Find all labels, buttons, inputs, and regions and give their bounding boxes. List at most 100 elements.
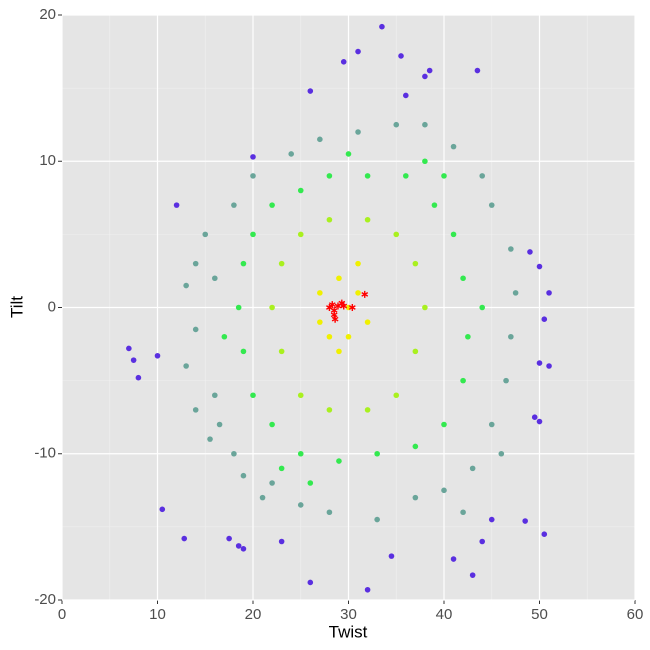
point bbox=[398, 53, 404, 59]
point bbox=[317, 290, 323, 296]
point bbox=[278, 348, 285, 355]
point bbox=[250, 392, 256, 399]
point bbox=[412, 443, 419, 450]
y-tick-label: 10 bbox=[39, 152, 56, 169]
point bbox=[192, 326, 199, 333]
point bbox=[422, 304, 428, 311]
point bbox=[173, 202, 180, 208]
point bbox=[536, 360, 543, 366]
point bbox=[403, 92, 409, 99]
point bbox=[364, 586, 371, 593]
point bbox=[192, 260, 199, 267]
point bbox=[426, 67, 433, 74]
point bbox=[393, 231, 400, 238]
point bbox=[216, 421, 223, 428]
point bbox=[460, 377, 466, 384]
point bbox=[240, 546, 247, 552]
point bbox=[469, 572, 476, 578]
point bbox=[512, 290, 519, 296]
point bbox=[250, 154, 256, 160]
point bbox=[355, 48, 361, 55]
point bbox=[479, 538, 486, 545]
point bbox=[278, 538, 285, 545]
point bbox=[355, 260, 361, 267]
point bbox=[498, 450, 505, 457]
point bbox=[340, 59, 347, 65]
point bbox=[297, 231, 304, 238]
x-tick-label: 0 bbox=[58, 606, 66, 623]
point bbox=[126, 345, 132, 352]
point bbox=[226, 535, 232, 542]
point bbox=[297, 502, 304, 508]
point bbox=[336, 458, 342, 464]
point bbox=[460, 275, 466, 282]
point bbox=[297, 392, 304, 399]
y-tick-label: -20 bbox=[34, 591, 56, 608]
point bbox=[212, 275, 218, 282]
point bbox=[374, 450, 380, 457]
point bbox=[431, 202, 438, 208]
point bbox=[364, 407, 371, 413]
point bbox=[541, 531, 548, 537]
point bbox=[393, 392, 400, 399]
point bbox=[422, 158, 428, 165]
point bbox=[508, 333, 514, 340]
point bbox=[250, 173, 256, 179]
point bbox=[288, 151, 295, 157]
y-tick-label: -10 bbox=[34, 445, 56, 462]
star-point bbox=[331, 315, 339, 323]
point bbox=[546, 363, 552, 369]
point bbox=[374, 516, 380, 523]
star-point bbox=[348, 304, 356, 311]
point bbox=[259, 494, 266, 501]
point bbox=[460, 509, 466, 516]
point bbox=[403, 173, 409, 179]
star-point bbox=[328, 301, 336, 309]
point bbox=[531, 414, 538, 420]
x-tick-label: 10 bbox=[149, 606, 166, 623]
point bbox=[235, 543, 242, 549]
point bbox=[317, 319, 323, 325]
x-tick-label: 30 bbox=[340, 606, 357, 623]
point bbox=[527, 249, 533, 255]
point bbox=[345, 333, 352, 340]
star-point bbox=[330, 311, 338, 319]
y-tick-label: 20 bbox=[39, 6, 56, 23]
point bbox=[135, 374, 142, 381]
point bbox=[441, 421, 447, 428]
point bbox=[488, 202, 495, 208]
point bbox=[536, 418, 543, 425]
point bbox=[364, 216, 371, 223]
point bbox=[278, 465, 285, 472]
point bbox=[278, 260, 285, 267]
point bbox=[412, 494, 419, 501]
x-tick-label: 40 bbox=[436, 606, 453, 623]
point bbox=[240, 472, 247, 479]
point bbox=[412, 260, 419, 267]
point bbox=[479, 304, 486, 311]
star-point bbox=[340, 302, 348, 310]
point bbox=[192, 407, 199, 413]
point bbox=[317, 136, 323, 143]
x-tick-label: 20 bbox=[245, 606, 262, 623]
point bbox=[240, 260, 247, 267]
point bbox=[355, 129, 361, 135]
point bbox=[441, 487, 447, 494]
point bbox=[364, 173, 371, 179]
point bbox=[393, 121, 400, 128]
point bbox=[450, 231, 457, 238]
point bbox=[541, 316, 548, 323]
point bbox=[441, 173, 447, 179]
point bbox=[503, 377, 509, 384]
point bbox=[240, 348, 247, 355]
point bbox=[269, 304, 275, 311]
point bbox=[469, 465, 476, 472]
point bbox=[212, 392, 218, 399]
point bbox=[488, 421, 495, 428]
y-axis-title: Tilt bbox=[7, 296, 26, 318]
point bbox=[422, 121, 428, 128]
point bbox=[355, 290, 361, 296]
point bbox=[297, 450, 304, 457]
point bbox=[326, 216, 333, 223]
point bbox=[269, 421, 275, 428]
